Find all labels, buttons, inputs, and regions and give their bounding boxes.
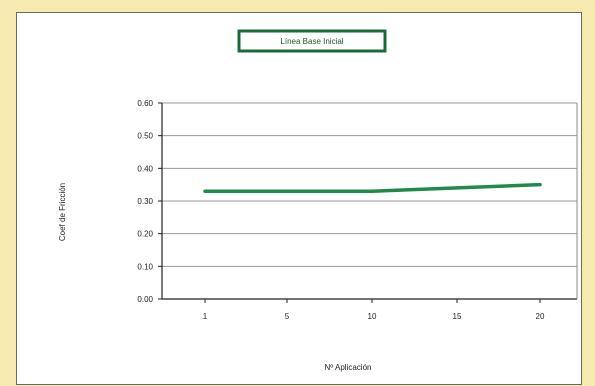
y-tick-label: 0.40 xyxy=(137,164,153,173)
line-chart: Línea Base Inicial 0.00 0.10 0.20 0.30 0.40 0… xyxy=(58,29,578,372)
x-axis-label: Nº Aplicación xyxy=(325,363,372,372)
y-tick-label: 0.10 xyxy=(137,262,153,271)
y-tick-label: 0.30 xyxy=(137,197,153,206)
chart-title: Línea Base Inicial xyxy=(280,37,343,46)
y-tick-label: 0.60 xyxy=(137,99,153,108)
chart-frame: Línea Base Inicial 0.00 0.10 0.20 0.30 0.40 0… xyxy=(16,12,582,385)
y-tick-label: 0.50 xyxy=(137,132,153,141)
series-layer xyxy=(203,182,542,193)
chart-title-border xyxy=(237,29,387,53)
tick-label-layer: 0.000.100.200.300.400.500.601 5 10 15 20 xyxy=(137,99,545,321)
y-axis-label: Coef de Fricción xyxy=(58,183,67,241)
x-tick-label: 10 xyxy=(368,312,377,321)
x-tick-label: 1 xyxy=(203,312,208,321)
grid-layer xyxy=(162,102,577,267)
x-tick-label: 5 xyxy=(285,312,290,321)
y-tick-label: 0.20 xyxy=(137,230,153,239)
axis-layer xyxy=(158,102,578,303)
y-tick-label: 0.00 xyxy=(137,295,153,304)
x-tick-label: 15 xyxy=(453,312,462,321)
chart-title-box: Línea Base Inicial xyxy=(237,29,387,53)
series-line xyxy=(203,182,542,193)
x-tick-label: 20 xyxy=(536,312,545,321)
